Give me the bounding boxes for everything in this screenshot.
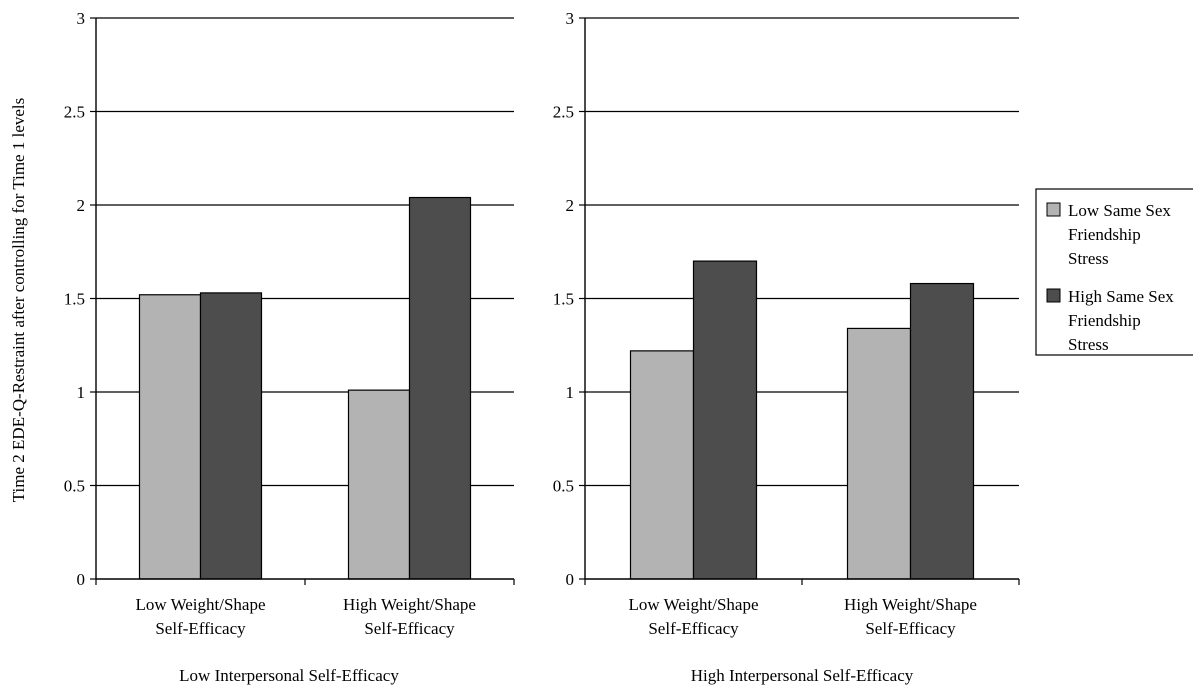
y-axis-title: Time 2 EDE-Q-Restraint after controlling… [9,98,28,502]
category-label: Self-Efficacy [648,619,739,638]
category-label: Low Weight/Shape [135,595,265,614]
bar-high-stress [692,260,758,580]
y-tick-label: 3 [566,9,575,28]
y-tick-label: 3 [77,9,86,28]
bar-high-stress [199,292,263,580]
legend-swatch-high-stress [1046,288,1061,303]
y-tick-label: 2 [566,196,575,215]
bar-low-stress [846,327,912,580]
chart-panel-low-interpersonal: 0 0.5 1 1.5 2 2.5 3 Low Weight/Shape Self-Effica… [64,9,515,638]
category-label: High Weight/Shape [343,595,476,614]
y-tick-label: 2.5 [553,103,574,122]
category-label: Self-Efficacy [364,619,455,638]
y-tick-label: 0 [77,570,86,589]
y-tick-label: 1.5 [64,290,85,309]
legend-label: Friendship [1068,225,1141,244]
y-tick-label: 1.5 [553,290,574,309]
y-tick-label: 0.5 [553,477,574,496]
panel-title-left: Low Interpersonal Self-Efficacy [179,666,399,685]
y-tick-label: 0 [566,570,575,589]
y-tick-label: 2 [77,196,86,215]
legend-label: High Same Sex [1068,287,1174,306]
category-label: High Weight/Shape [844,595,977,614]
chart-panel-high-interpersonal: 0 0.5 1 1.5 2 2.5 3 Low Weight/Shape Self-Effica… [553,9,1020,638]
y-tick-label: 1 [566,383,575,402]
category-label: Self-Efficacy [155,619,246,638]
bar-low-stress [629,350,695,580]
legend-label: Low Same Sex [1068,201,1171,220]
category-label: Self-Efficacy [865,619,956,638]
y-tick-label: 1 [77,383,86,402]
bar-high-stress [408,196,472,580]
y-tick-label: 2.5 [64,103,85,122]
legend-box [1035,188,1193,356]
legend-swatch-low-stress [1046,202,1061,217]
category-label: Low Weight/Shape [628,595,758,614]
bar-low-stress [347,389,411,580]
y-tick-label: 0.5 [64,477,85,496]
bar-low-stress [138,294,202,580]
legend: Low Same Sex Friendship Stress High Same Se… [1035,188,1193,356]
legend-label: Stress [1068,249,1109,268]
legend-label: Friendship [1068,311,1141,330]
legend-label: Stress [1068,335,1109,354]
bar-high-stress [909,282,975,580]
panel-title-right: High Interpersonal Self-Efficacy [691,666,914,685]
